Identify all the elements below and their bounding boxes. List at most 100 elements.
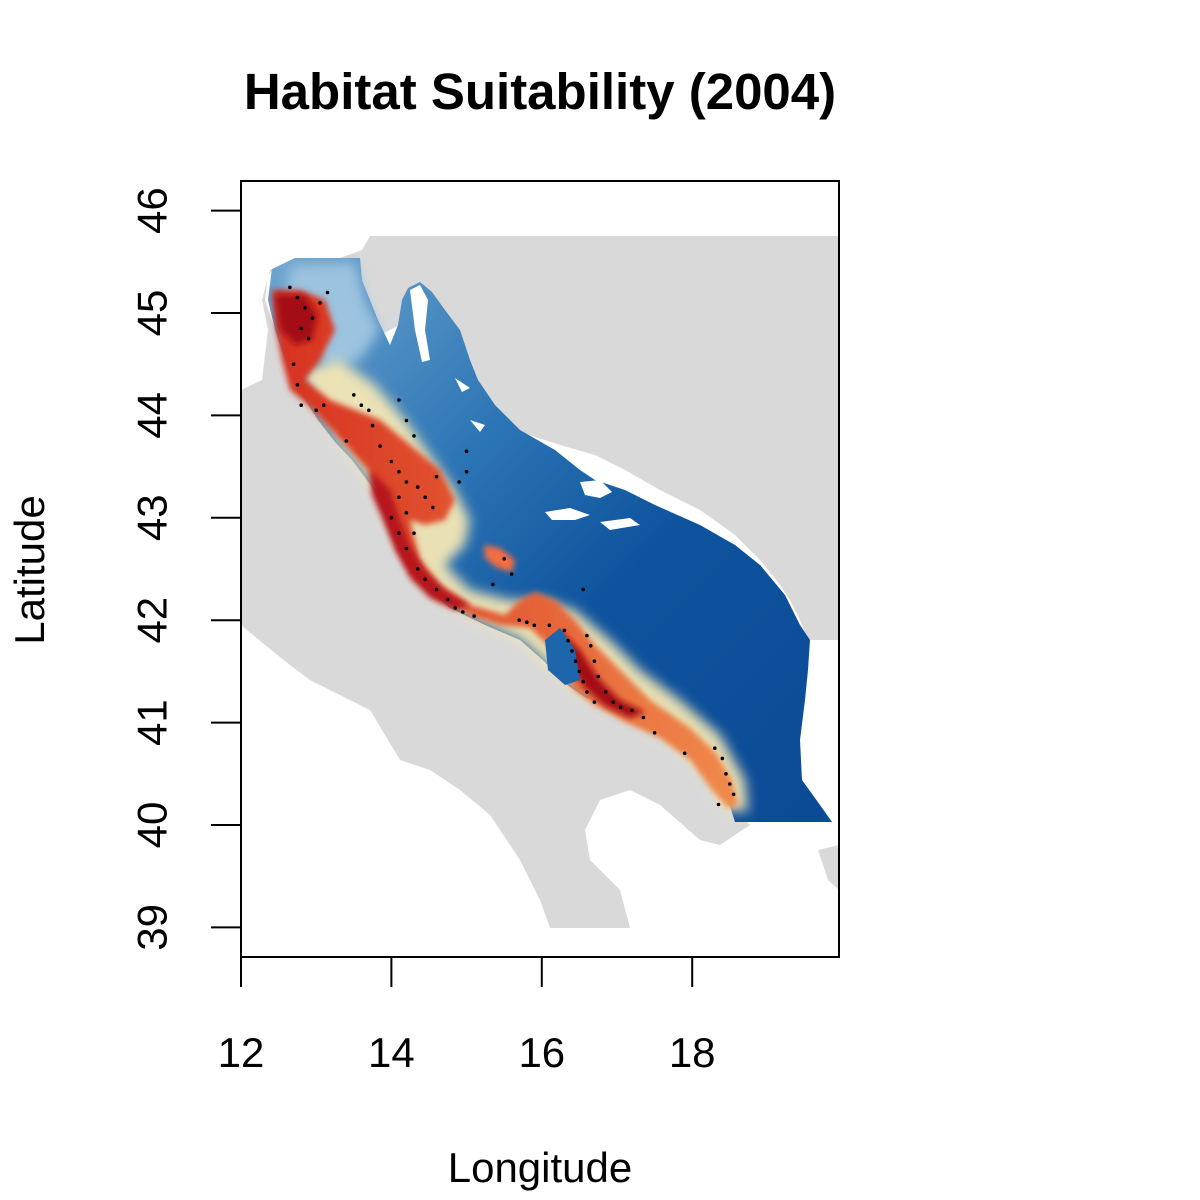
y-tick-label: 45 <box>129 290 176 337</box>
occurrence-point <box>619 705 623 709</box>
occurrence-point <box>713 746 717 750</box>
island-2 <box>580 480 612 498</box>
occurrence-point <box>532 623 537 628</box>
occurrence-point <box>611 700 615 704</box>
sea-area <box>268 258 832 822</box>
occurrence-point <box>652 731 657 735</box>
occurrence-point <box>682 751 687 756</box>
occurrence-point <box>303 306 307 310</box>
occurrence-point <box>464 469 469 474</box>
occurrence-point <box>397 469 401 474</box>
no-data-strip <box>241 181 839 236</box>
no-data-nw <box>241 236 370 390</box>
high-suitability-band <box>272 290 738 808</box>
x-axis-label: Longitude <box>447 1144 633 1191</box>
occurrence-point <box>570 649 574 653</box>
occurrence-point <box>592 659 597 663</box>
y-tick-label: 43 <box>129 494 176 541</box>
occurrence-point <box>509 572 514 576</box>
occurrence-point <box>352 393 356 397</box>
occurrence-point <box>453 606 458 610</box>
occurrence-point <box>404 546 409 551</box>
occurrence-points <box>288 285 736 807</box>
occurrence-point <box>318 301 322 305</box>
x-tick-label: 12 <box>218 1029 265 1076</box>
x-axis: 12 14 16 18 <box>218 956 716 1076</box>
occurrence-point <box>291 362 296 367</box>
occurrence-point <box>314 408 319 413</box>
occurrence-point <box>310 316 315 320</box>
occurrence-point <box>502 557 507 561</box>
island-3 <box>545 508 590 520</box>
occurrence-point <box>720 756 725 761</box>
occurrence-point <box>299 326 304 331</box>
occurrence-point <box>415 567 420 571</box>
occurrence-point <box>581 587 585 592</box>
occurrence-point <box>423 495 428 500</box>
y-axis: 39 40 41 42 43 44 45 46 <box>129 187 242 951</box>
occurrence-point <box>325 290 330 295</box>
occurrence-point <box>585 633 589 638</box>
occurrence-point <box>378 444 382 448</box>
occurrence-point <box>434 475 439 479</box>
occurrence-point <box>525 620 529 624</box>
occurrence-point <box>367 408 371 413</box>
occurrence-point <box>412 531 416 535</box>
island-5 <box>470 420 485 432</box>
occurrence-point <box>434 587 439 592</box>
occurrence-point <box>641 715 646 720</box>
occurrence-point <box>577 669 582 674</box>
y-tick-label: 44 <box>129 392 176 439</box>
occurrence-point <box>288 285 292 290</box>
occurrence-point <box>585 690 589 694</box>
island-1 <box>410 285 430 362</box>
occurrence-point <box>596 674 600 679</box>
x-tick-label: 18 <box>669 1029 716 1076</box>
island-4 <box>600 518 640 530</box>
occurrence-point <box>295 295 300 300</box>
occurrence-point <box>404 480 409 484</box>
y-tick-label: 42 <box>129 597 176 644</box>
pelagosa-hotspot <box>484 545 515 572</box>
gargano-gulf <box>545 628 580 685</box>
occurrence-point <box>457 480 461 484</box>
occurrence-point <box>731 792 736 797</box>
x-tick-label: 16 <box>518 1029 565 1076</box>
occurrence-point <box>389 516 394 520</box>
occurrence-point <box>464 449 469 454</box>
occurrence-point <box>404 510 409 515</box>
occurrence-point <box>306 336 311 341</box>
occurrence-point <box>491 582 495 587</box>
occurrence-point <box>423 577 428 581</box>
core-hotspot-central <box>370 470 470 610</box>
occurrence-point <box>299 403 304 408</box>
occurrence-point <box>412 434 416 438</box>
occurrence-point <box>588 644 593 648</box>
occurrence-point <box>724 772 728 776</box>
occurrence-point <box>592 700 597 704</box>
occurrence-point <box>461 610 465 614</box>
core-hotspot-south <box>560 630 645 718</box>
occurrence-point <box>517 618 521 622</box>
y-tick-label: 39 <box>129 904 176 951</box>
occurrence-point <box>344 439 349 443</box>
occurrence-point <box>581 679 585 684</box>
occurrence-point <box>359 403 364 408</box>
occurrence-point <box>728 782 732 786</box>
occurrence-point <box>603 690 608 694</box>
occurrence-point <box>562 628 567 633</box>
core-hotspot-north <box>275 295 318 345</box>
occurrence-point <box>415 485 420 489</box>
occurrence-point <box>566 638 570 643</box>
occurrence-point <box>404 418 409 423</box>
land-area-se <box>818 845 839 890</box>
chart-title: Habitat Suitability (2004) <box>243 63 837 120</box>
occurrence-point <box>431 505 435 510</box>
occurrence-point <box>573 659 578 663</box>
y-tick-label: 41 <box>129 699 176 746</box>
occurrence-point <box>630 708 634 713</box>
occurrence-point <box>321 403 326 408</box>
occurrence-point <box>295 382 300 387</box>
island-6 <box>455 378 470 392</box>
